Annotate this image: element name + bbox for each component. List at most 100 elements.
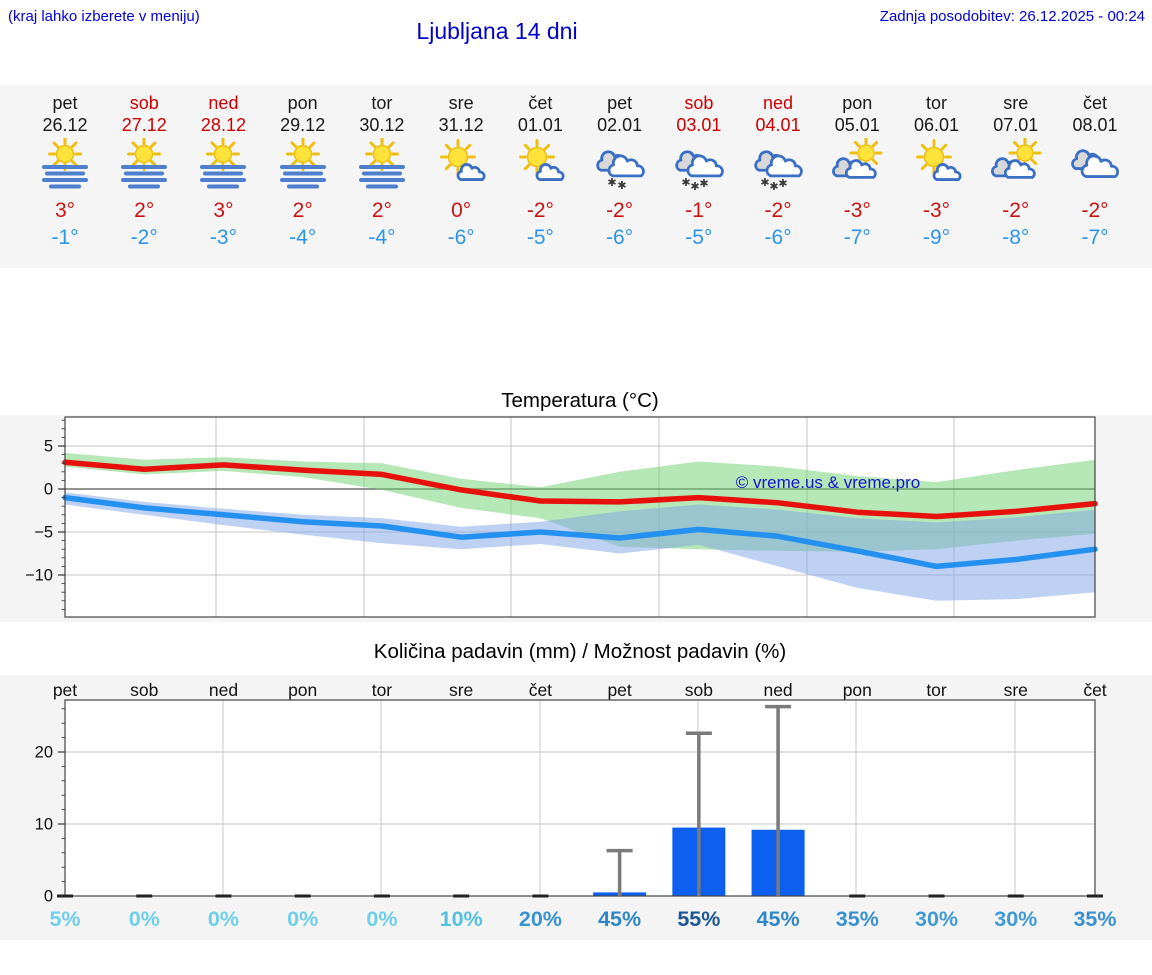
day-name: pet (607, 93, 633, 113)
day-column: pon 29.12 2° -4° (263, 85, 343, 251)
day-name: čet (1082, 93, 1107, 113)
day-low-temp: -6° (606, 226, 634, 249)
day-column: sob 03.01 ✱ ✱ ✱ -1° -5° (659, 85, 739, 251)
day-column: sob 27.12 2° -2° (104, 85, 184, 251)
day-name: tor (371, 93, 393, 113)
precip-probability-label: 30% (915, 907, 958, 931)
day-high-temp: 2° (371, 199, 392, 222)
day-column: sre 31.12 0° -6° (421, 85, 501, 251)
day-date: 05.01 (834, 115, 880, 135)
day-column: ned 04.01 ✱ ✱ ✱ -2° -6° (738, 85, 818, 251)
precip-y-tick-label: 10 (35, 816, 53, 834)
day-low-temp: -4° (289, 226, 317, 249)
precip-y-tick-label: 20 (35, 744, 53, 762)
temp-y-tick-label: 5 (44, 438, 53, 456)
zero-precip-dash (532, 894, 549, 898)
min-temp-line (62, 494, 1098, 570)
day-low-temp: -1° (51, 226, 79, 249)
day-name: tor (926, 93, 948, 113)
cloudy-icon (1055, 138, 1135, 196)
day-date: 28.12 (200, 115, 246, 135)
precip-y-tick-label: 0 (44, 888, 53, 906)
day-date: 01.01 (517, 115, 563, 135)
day-date: 27.12 (121, 115, 167, 135)
day-high-temp: -3° (922, 199, 951, 222)
day-name: sob (684, 93, 714, 113)
day-column: pon 05.01 -3° -7° (817, 85, 897, 251)
zero-precip-dash (215, 894, 232, 898)
zero-precip-dash (294, 894, 311, 898)
precip-probability-label: 0% (208, 907, 239, 931)
snow-cloud-2-icon: ✱ ✱ (580, 138, 660, 196)
precip-day-label: ned (763, 680, 792, 700)
sun-fog-icon (104, 137, 184, 196)
day-low-temp: -6° (447, 226, 475, 249)
day-name: pon (287, 93, 318, 113)
sun-fog-icon (25, 137, 105, 196)
day-name: pet (52, 93, 78, 113)
day-high-temp: -2° (526, 199, 554, 222)
zero-precip-dash (57, 894, 73, 898)
day-date: 02.01 (597, 115, 643, 135)
day-date: 06.01 (914, 115, 960, 135)
temp-chart-title: Temperatura (°C) (501, 389, 658, 412)
day-low-temp: -9° (922, 226, 951, 249)
precip-day-label: pon (843, 680, 872, 700)
precip-day-label: sob (130, 680, 158, 700)
svg-text:✱: ✱ (760, 177, 769, 189)
precip-day-label: čet (1083, 680, 1106, 700)
day-high-temp: 2° (292, 199, 313, 222)
temperature-chart: © vreme.us & vreme.pro 5 0 −5 −10 Temperatura… (0, 389, 1152, 622)
precip-probability-label: 55% (677, 907, 720, 931)
precip-day-label: ned (209, 680, 238, 700)
cloud-sun-icon (976, 136, 1056, 196)
day-high-temp: -2° (1002, 199, 1030, 222)
precip-day-label: pet (607, 680, 631, 700)
day-column: ned 28.12 3° -3° (183, 85, 263, 251)
precip-day-label: čet (529, 680, 552, 700)
zero-precip-dash (1087, 894, 1103, 898)
precip-probability-label: 45% (598, 907, 641, 931)
zero-precip-dash (136, 894, 153, 898)
day-low-temp: -7° (1081, 226, 1109, 249)
zero-precip-dash (849, 894, 866, 898)
precip-probability-label: 35% (1073, 907, 1116, 931)
day-date: 31.12 (438, 115, 484, 135)
zero-precip-dash (928, 894, 945, 898)
sun-cloud-icon (421, 138, 501, 196)
day-high-temp: 2° (134, 199, 155, 222)
page-title: Ljubljana 14 dni (416, 18, 578, 44)
precip-probability-label: 35% (836, 907, 879, 931)
cloud-sun-icon (817, 136, 897, 196)
svg-text:✱: ✱ (699, 178, 708, 190)
day-name: sre (448, 93, 474, 113)
max-temp-line (62, 459, 1098, 520)
day-low-temp: -5° (685, 226, 713, 249)
precip-chart-title: Količina padavin (mm) / Možnost padavin … (374, 640, 786, 663)
day-column: tor 06.01 -3° -9° (897, 85, 977, 251)
day-date: 08.01 (1072, 115, 1118, 135)
day-strip: pet 26.12 3° -1° sob 27.12 2° -2° ned 28.12 3° -… (0, 85, 1152, 268)
svg-text:✱: ✱ (617, 180, 626, 192)
day-date: 30.12 (359, 115, 405, 135)
snow-cloud-3-icon: ✱ ✱ ✱ (659, 138, 739, 196)
day-high-temp: 3° (54, 199, 76, 222)
day-low-temp: -2° (130, 226, 158, 249)
min-temp-range (65, 492, 1095, 601)
svg-text:✱: ✱ (778, 178, 787, 190)
svg-text:✱: ✱ (769, 181, 778, 193)
sun-fog-icon (342, 137, 422, 196)
zero-precip-dash (373, 894, 390, 898)
precip-day-label: tor (372, 680, 393, 700)
precip-probability-label: 30% (994, 907, 1037, 931)
svg-text:✱: ✱ (607, 177, 616, 189)
precip-day-label: pet (53, 680, 77, 700)
zero-precip-dash (1007, 894, 1024, 898)
precip-probability-label: 5% (49, 907, 80, 931)
day-name: sob (129, 93, 159, 113)
day-low-temp: -3° (209, 226, 237, 249)
watermark-link[interactable]: © vreme.us & vreme.pro (736, 473, 920, 492)
precip-day-label: sre (1004, 680, 1028, 700)
day-high-temp: -2° (1081, 199, 1109, 222)
